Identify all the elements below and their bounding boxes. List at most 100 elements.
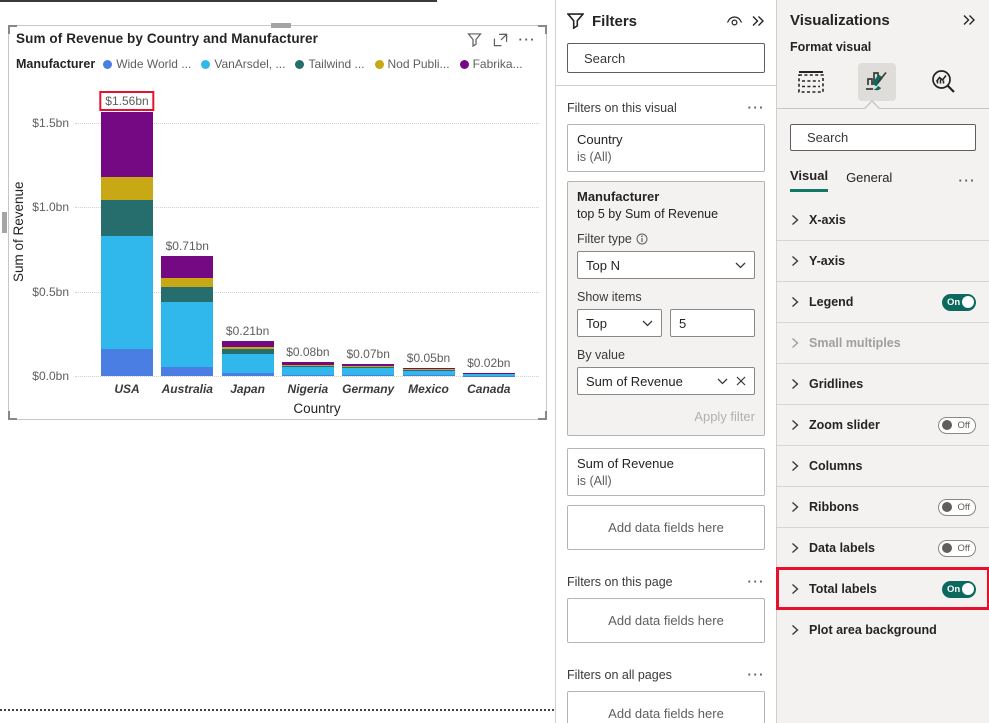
filter-card-sum-of-revenue[interactable]: Sum of Revenue is (All): [567, 448, 765, 496]
bar-Japan-series-0[interactable]: [221, 372, 274, 376]
format-section-gridlines[interactable]: Gridlines: [777, 363, 989, 404]
section-more-options-icon[interactable]: ···: [747, 100, 765, 115]
format-section-data-labels[interactable]: Data labels Off: [777, 527, 989, 568]
bar-Nigeria-series-1[interactable]: [281, 366, 334, 376]
bar-Germany-series-1[interactable]: [342, 367, 395, 376]
bar-Germany-series-2[interactable]: [342, 366, 395, 368]
format-section-columns[interactable]: Columns: [777, 445, 989, 486]
resize-handle-top-center[interactable]: [271, 23, 291, 28]
format-section-plot-area-background[interactable]: Plot area background: [777, 609, 989, 650]
bar-Australia-series-0[interactable]: [161, 366, 214, 376]
show-items-mode-dropdown[interactable]: Top: [577, 309, 662, 337]
bar-Japan-series-1[interactable]: [221, 353, 274, 373]
more-options-icon[interactable]: ···: [518, 32, 536, 47]
report-canvas[interactable]: Sum of Revenue by Country and Manufactur…: [0, 0, 555, 723]
build-visual-icon[interactable]: [792, 63, 830, 101]
bar-Australia-series-3[interactable]: [161, 277, 214, 288]
bar-Germany-series-0[interactable]: [342, 375, 395, 376]
bar-Australia-series-2[interactable]: [161, 287, 214, 302]
bar-USA-series-4[interactable]: [101, 112, 153, 177]
bar-Japan-series-4[interactable]: [221, 340, 274, 348]
bar-Australia-series-4[interactable]: [161, 256, 214, 278]
format-section-ribbons[interactable]: Ribbons Off: [777, 486, 989, 527]
bar-Japan-series-3[interactable]: [221, 347, 274, 350]
tabs-more-options-icon[interactable]: ···: [958, 172, 976, 188]
bar-USA-series-3[interactable]: [101, 176, 153, 201]
format-section-y-axis[interactable]: Y-axis: [777, 240, 989, 281]
apply-filter-button[interactable]: Apply filter: [694, 409, 755, 424]
chevron-right-icon: [792, 501, 799, 513]
bar-Germany-series-4[interactable]: [342, 364, 395, 367]
bar-Mexico-series-3[interactable]: [402, 369, 455, 370]
add-data-fields-all-pages[interactable]: Add data fields here: [567, 691, 765, 723]
toggle-off[interactable]: Off: [938, 539, 976, 557]
filter-type-dropdown[interactable]: Top N: [577, 251, 755, 279]
chevron-right-icon: [792, 460, 799, 472]
bar-Canada-series-4[interactable]: [462, 372, 515, 374]
focus-mode-icon[interactable]: [493, 33, 508, 47]
legend-item-4[interactable]: Fabrika...: [459, 57, 523, 71]
format-search-input[interactable]: [807, 130, 983, 145]
resize-handle-top-left[interactable]: [8, 25, 17, 34]
bar-Germany-series-3[interactable]: [342, 366, 395, 367]
format-visual-icon[interactable]: [858, 63, 896, 101]
bar-Mexico-series-2[interactable]: [402, 369, 455, 371]
format-section-label: Plot area background: [809, 623, 937, 637]
stacked-column-chart-visual[interactable]: Sum of Revenue by Country and Manufactur…: [2, 23, 547, 420]
collapse-pane-icon[interactable]: [962, 14, 976, 26]
bar-Mexico-series-4[interactable]: [402, 367, 455, 370]
resize-handle-bottom-left[interactable]: [8, 411, 17, 420]
tab-visual[interactable]: Visual: [790, 168, 829, 192]
bar-Nigeria-series-0[interactable]: [281, 375, 334, 376]
bar-Nigeria-series-4[interactable]: [281, 362, 334, 365]
filters-search-input[interactable]: [584, 50, 760, 66]
bar-Japan-series-2[interactable]: [221, 349, 274, 354]
format-section-legend[interactable]: Legend On: [777, 281, 989, 322]
legend-item-3[interactable]: Nod Publi...: [374, 57, 450, 71]
bar-USA-series-1[interactable]: [101, 235, 153, 349]
toggle-on[interactable]: On: [942, 293, 976, 311]
filter-card-country[interactable]: Country is (All): [567, 124, 765, 172]
add-data-fields-page[interactable]: Add data fields here: [567, 598, 765, 643]
bar-Nigeria-series-3[interactable]: [281, 364, 334, 366]
toggle-on[interactable]: On: [942, 580, 976, 598]
legend-item-1[interactable]: VanArsdel, ...: [201, 57, 285, 71]
format-section-zoom-slider[interactable]: Zoom slider Off: [777, 404, 989, 445]
bar-USA-series-0[interactable]: [101, 348, 153, 376]
section-more-options-icon[interactable]: ···: [747, 667, 765, 682]
format-section-total-labels[interactable]: Total labels On: [776, 567, 989, 610]
bar-USA-series-2[interactable]: [101, 200, 153, 236]
x-axis-tick-label: Nigeria: [287, 382, 329, 396]
toggle-off[interactable]: Off: [938, 498, 976, 516]
by-value-field[interactable]: Sum of Revenue: [577, 367, 755, 395]
bar-Mexico-series-1[interactable]: [402, 370, 455, 376]
bar-Mexico-series-0[interactable]: [402, 375, 455, 376]
bar-Australia-series-1[interactable]: [161, 301, 214, 367]
eye-icon[interactable]: [726, 15, 743, 28]
bar-Nigeria-series-2[interactable]: [281, 365, 334, 367]
bar-Canada-series-1[interactable]: [462, 373, 515, 376]
resize-handle-bottom-right[interactable]: [538, 411, 547, 420]
chart-legend: Manufacturer Wide World ... VanArsdel, ..…: [16, 57, 523, 71]
analytics-icon[interactable]: [924, 63, 962, 101]
gridline: [75, 291, 539, 293]
tab-general[interactable]: General: [846, 169, 893, 185]
filters-search-box[interactable]: [567, 43, 765, 73]
toggle-off[interactable]: Off: [938, 416, 976, 434]
format-section-x-axis[interactable]: X-axis: [777, 199, 989, 240]
format-section-small-multiples[interactable]: Small multiples: [777, 322, 989, 363]
format-search-box[interactable]: [790, 124, 983, 151]
chevron-right-icon: [792, 337, 799, 349]
legend-item-0[interactable]: Wide World ...: [103, 57, 191, 71]
resize-handle-left-middle[interactable]: [2, 212, 7, 233]
legend-item-2[interactable]: Tailwind ...: [295, 57, 365, 71]
show-items-count-input[interactable]: 5: [670, 309, 755, 337]
collapse-pane-icon[interactable]: [751, 15, 765, 27]
add-data-fields-visual[interactable]: Add data fields here: [567, 505, 765, 550]
clear-field-icon[interactable]: [736, 376, 746, 386]
visual-filter-icon[interactable]: [466, 32, 482, 47]
filter-card-manufacturer[interactable]: Manufacturer top 5 by Sum of Revenue Fil…: [567, 181, 765, 436]
resize-handle-top-right[interactable]: [538, 25, 547, 34]
section-more-options-icon[interactable]: ···: [747, 574, 765, 589]
visual-header-toolbar: ···: [466, 32, 537, 47]
